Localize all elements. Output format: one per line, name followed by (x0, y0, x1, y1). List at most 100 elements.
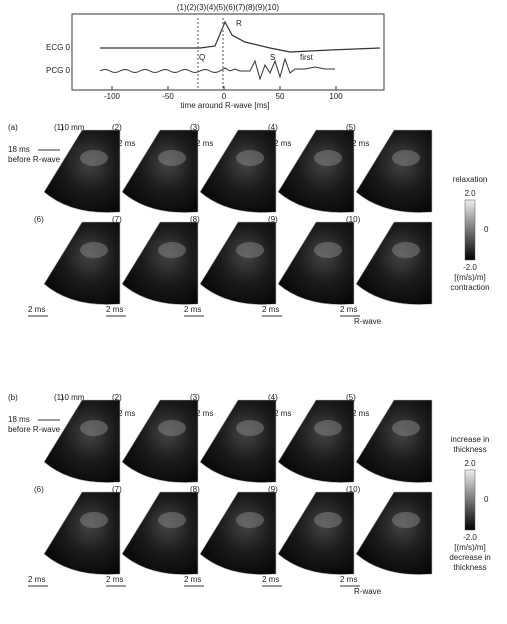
colorbar-mid: 0 (484, 495, 489, 504)
myocardium (392, 242, 420, 258)
myocardium (314, 150, 342, 166)
ultrasound-image (44, 130, 120, 213)
colorbar-max: 2.0 (464, 459, 476, 468)
ultrasound-image (122, 492, 198, 575)
step-label: 2 ms (352, 409, 369, 418)
step-label: 2 ms (274, 409, 291, 418)
myocardium (80, 242, 108, 258)
step-label: 2 ms (340, 305, 357, 314)
frame-label: (5) (346, 123, 356, 132)
step-label: 2 ms (118, 409, 135, 418)
frame-label: (10) (346, 485, 361, 494)
myocardium (158, 150, 186, 166)
x-tick-label: -100 (104, 92, 121, 101)
myocardium (158, 512, 186, 528)
ultrasound-image (44, 400, 120, 483)
myocardium (80, 512, 108, 528)
myocardium (314, 242, 342, 258)
frame-label: (10) (346, 215, 361, 224)
ultrasound-image (278, 492, 354, 575)
ultrasound-image (200, 222, 276, 305)
frame-label: (4) (268, 393, 278, 402)
myocardium (314, 512, 342, 528)
frame-label: (7) (112, 215, 122, 224)
myocardium (314, 420, 342, 436)
step-label: 2 ms (262, 575, 279, 584)
frame-label: (5) (346, 393, 356, 402)
myocardium (392, 512, 420, 528)
myocardium (80, 420, 108, 436)
myocardium (80, 150, 108, 166)
step-label: 2 ms (118, 139, 135, 148)
myocardium (236, 512, 264, 528)
colorbar-unit: [(m/s)/m] (454, 273, 486, 282)
myocardium (392, 420, 420, 436)
offset-label: before R-wave (8, 425, 61, 434)
step-label: 2 ms (262, 305, 279, 314)
step-label: 2 ms (106, 575, 123, 584)
offset-label: 18 ms (8, 145, 30, 154)
ultrasound-image (44, 492, 120, 575)
frame-label: (6) (34, 485, 44, 494)
ultrasound-image (356, 222, 432, 305)
frame-label: (4) (268, 123, 278, 132)
ultrasound-image (356, 492, 432, 575)
frame-label: (6) (34, 215, 44, 224)
x-tick-label: 100 (329, 92, 343, 101)
frame-label: (7) (112, 485, 122, 494)
frame-label: (8) (190, 485, 200, 494)
colorbar-title: contraction (450, 283, 489, 292)
step-label: 2 ms (28, 575, 45, 584)
myocardium (158, 242, 186, 258)
x-tick-label: 0 (222, 92, 227, 101)
ultrasound-image (278, 222, 354, 305)
step-label: 2 ms (196, 139, 213, 148)
ultrasound-image (200, 492, 276, 575)
frame-numbers: (1)(2)(3)(4)(5)(6)(7)(8)(9)(10) (177, 3, 280, 12)
plot-frame (72, 14, 384, 90)
panel-label: (b) (8, 393, 18, 402)
myocardium (236, 150, 264, 166)
colorbar-title: thickness (453, 563, 486, 572)
frame-label: (3) (190, 123, 200, 132)
step-label: 2 ms (184, 575, 201, 584)
colorbar-unit: [(m/s)/m] (454, 543, 486, 552)
end-label: R-wave (354, 587, 382, 596)
colorbar (465, 200, 475, 260)
annotation: S (270, 53, 275, 62)
frame-label: (1) (54, 123, 64, 132)
colorbar-min: -2.0 (463, 263, 477, 272)
frame-label: (2) (112, 123, 122, 132)
figure: (1)(2)(3)(4)(5)(6)(7)(8)(9)(10) ECG 0 PC… (0, 0, 507, 624)
colorbar-title: relaxation (453, 175, 488, 184)
colorbar-min: -2.0 (463, 533, 477, 542)
step-label: 2 ms (106, 305, 123, 314)
step-label: 2 ms (340, 575, 357, 584)
signal-label: PCG 0 (46, 66, 71, 75)
offset-label: 18 ms (8, 415, 30, 424)
ultrasound-image (122, 222, 198, 305)
colorbar (465, 470, 475, 530)
colorbar-max: 2.0 (464, 189, 476, 198)
frame-label: (9) (268, 215, 278, 224)
ultrasound-image (44, 222, 120, 305)
panel-label: (a) (8, 123, 18, 132)
frame-label: (1) (54, 393, 64, 402)
x-tick-label: -50 (162, 92, 174, 101)
annotation: first (300, 53, 314, 62)
myocardium (392, 150, 420, 166)
step-label: 2 ms (196, 409, 213, 418)
myocardium (158, 420, 186, 436)
annotation: Q (199, 53, 205, 62)
offset-label: before R-wave (8, 155, 61, 164)
colorbar-title: increase in (451, 435, 490, 444)
step-label: 2 ms (352, 139, 369, 148)
colorbar-title: decrease in (449, 553, 490, 562)
annotation: R (236, 19, 242, 28)
frame-label: (9) (268, 485, 278, 494)
frame-label: (8) (190, 215, 200, 224)
colorbar-mid: 0 (484, 225, 489, 234)
step-label: 2 ms (184, 305, 201, 314)
frame-label: (2) (112, 393, 122, 402)
x-tick-label: 50 (276, 92, 285, 101)
